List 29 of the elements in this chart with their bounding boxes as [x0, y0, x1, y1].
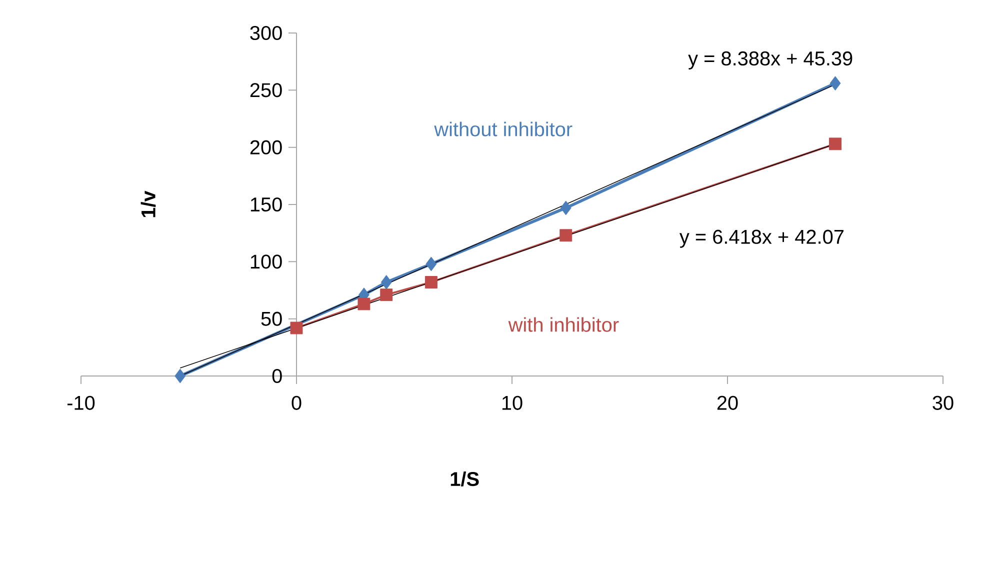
y-tick-label: 100 [250, 254, 282, 269]
point [174, 368, 186, 384]
point [560, 200, 572, 216]
x-tick-label: -10 [67, 396, 95, 410]
y-tick-label: 200 [250, 140, 282, 154]
text: with inhibitor [508, 317, 619, 332]
y-tick-label: 300 [250, 26, 282, 40]
text: without inhibitor [434, 122, 572, 136]
x-tick-label: 20 [717, 396, 738, 410]
annotation: y = 8.388x + 45.39 [688, 51, 852, 70]
point [830, 76, 841, 91]
y-tick-label: 250 [250, 83, 282, 98]
point [380, 275, 392, 290]
point [424, 276, 438, 288]
y-tick-label: 150 [250, 197, 282, 212]
point [290, 322, 303, 334]
x-axis-title: 1/S [450, 471, 479, 486]
point [358, 298, 370, 310]
point [829, 138, 842, 150]
point [560, 229, 572, 242]
x-tick-label: 10 [502, 396, 522, 410]
x-tick-label: 0 [292, 396, 302, 410]
annotation: y = 6.418x + 42.07 [679, 230, 844, 248]
y-axis-title: 1/v [140, 190, 156, 218]
point [380, 288, 393, 302]
point [426, 256, 437, 272]
x-tick-label: 30 [932, 396, 954, 410]
y-tick-label: 50 [261, 312, 282, 326]
y-tick-label: 0 [272, 368, 282, 384]
